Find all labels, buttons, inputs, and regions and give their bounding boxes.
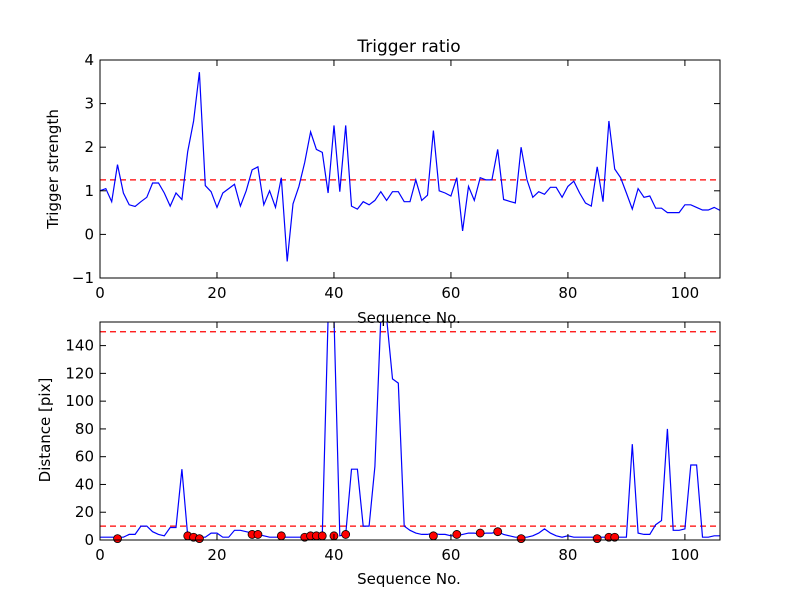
x-tick-label: 60	[441, 546, 460, 564]
x-tick-label: 20	[207, 546, 226, 564]
y-tick-label: 140	[65, 337, 94, 355]
y-tick-label: 1	[84, 182, 94, 200]
x-tick-label: 80	[558, 284, 577, 302]
y-tick-label: 40	[75, 475, 94, 493]
y-tick-label: 0	[84, 531, 94, 549]
x-tick-label: 20	[207, 284, 226, 302]
x-tick-label: 60	[441, 284, 460, 302]
y-tick-label: 3	[84, 95, 94, 113]
data-point-marker	[592, 534, 602, 544]
y-tick-label: 120	[65, 364, 94, 382]
y-tick-label: 0	[84, 225, 94, 243]
x-tick-label: 0	[95, 284, 105, 302]
x-tick-label: 40	[324, 546, 343, 564]
y-tick-label: 4	[84, 51, 94, 69]
y-axis-label: Distance [pix]	[36, 378, 54, 483]
data-point-marker	[317, 531, 327, 541]
data-point-marker	[475, 528, 485, 538]
data-point-marker	[428, 531, 438, 541]
x-tick-label: 100	[671, 284, 700, 302]
y-tick-label: −1	[72, 269, 94, 287]
data-point-marker	[341, 530, 351, 539]
x-tick-label: 100	[671, 546, 700, 564]
y-axis-label: Trigger strength	[44, 109, 62, 230]
data-point-marker	[113, 534, 122, 544]
chart-title: Trigger ratio	[356, 37, 460, 57]
x-axis-label: Sequence No.	[357, 309, 461, 327]
data-point-marker	[610, 532, 620, 542]
y-tick-label: 60	[75, 448, 94, 466]
data-point-marker	[452, 530, 462, 539]
data-point-marker	[195, 534, 204, 544]
x-axis-label: Sequence No.	[357, 570, 461, 588]
y-tick-label: 2	[84, 138, 94, 156]
plot-data-layer	[100, 72, 720, 262]
distance-chart: 0 20 40 60 80 100 0 20 40 60 80 100 120 140 Sequence …	[36, 321, 721, 588]
data-point-marker	[253, 530, 263, 539]
data-point-marker	[516, 534, 526, 544]
series-line	[100, 72, 720, 262]
axes-frame	[99, 321, 721, 541]
x-tick-label: 40	[324, 284, 343, 302]
x-tick-label: 0	[95, 546, 105, 564]
data-point-marker	[276, 531, 286, 541]
y-tick-label: 80	[75, 420, 94, 438]
plot-area: 0 20 40 60 80 100 0 20 40 60 80 100 120 140	[65, 321, 721, 564]
data-point-marker	[493, 527, 503, 537]
y-tick-label: 100	[65, 392, 94, 410]
x-tick-label: 80	[558, 546, 577, 564]
axes-frame	[99, 59, 721, 279]
y-tick-label: 20	[75, 503, 94, 521]
